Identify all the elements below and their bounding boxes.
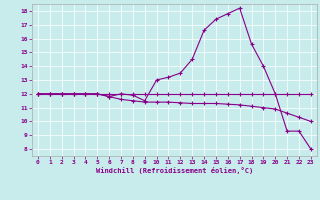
X-axis label: Windchill (Refroidissement éolien,°C): Windchill (Refroidissement éolien,°C) [96, 167, 253, 174]
